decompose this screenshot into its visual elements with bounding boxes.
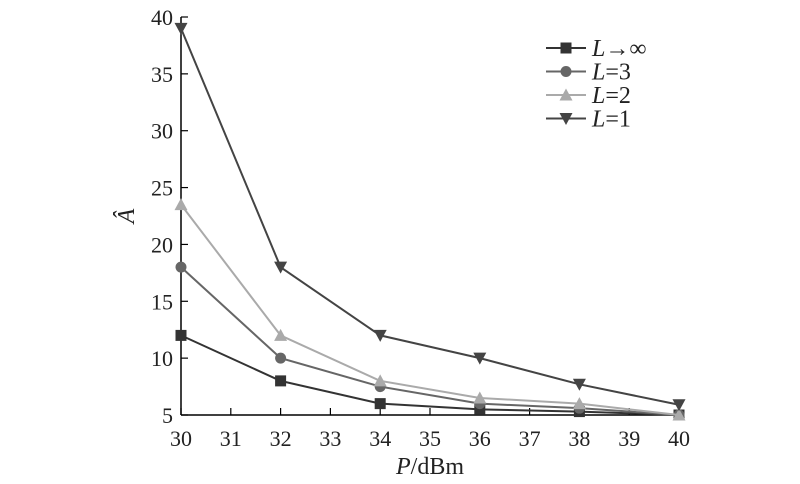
legend-item: L=2 <box>546 83 631 109</box>
x-axis-title: P/dBm <box>395 454 464 480</box>
data-point <box>572 378 586 391</box>
x-tick-label: 39 <box>618 426 640 451</box>
x-tick-label: 35 <box>419 426 441 451</box>
data-point <box>175 261 187 273</box>
legend-item: L=3 <box>546 60 631 86</box>
series-3 <box>174 198 686 421</box>
data-point <box>473 352 487 365</box>
x-tick-label: 30 <box>170 426 192 451</box>
x-tick-label: 31 <box>220 426 242 451</box>
data-point <box>175 329 187 341</box>
y-tick-label: 40 <box>151 5 173 30</box>
data-point <box>274 328 288 341</box>
x-tick-label: 37 <box>519 426 541 451</box>
data-point <box>275 375 287 387</box>
data-point <box>174 198 188 211</box>
data-point <box>374 398 386 410</box>
y-tick-label: 25 <box>151 176 173 201</box>
legend-label: L→∞ <box>591 36 646 62</box>
series-2 <box>175 261 685 421</box>
y-tick-label: 35 <box>151 62 173 87</box>
legend-marker <box>559 88 573 101</box>
y-axis-title: Â <box>114 208 140 225</box>
series-line <box>180 27 680 406</box>
axes: 30 31 32 33 34 35 36 37 38 39 40 5 10 15 20 25 30 35 40 <box>151 5 690 451</box>
data-point <box>174 22 188 35</box>
legend-label: L=1 <box>591 107 631 133</box>
y-tick-label: 30 <box>151 119 173 144</box>
data-point <box>474 403 486 415</box>
data-point <box>274 261 288 274</box>
series-line <box>180 266 680 416</box>
y-tick-label: 5 <box>162 403 173 428</box>
data-point <box>373 329 387 342</box>
data-point <box>672 399 686 412</box>
y-tick-label: 15 <box>151 289 173 314</box>
data-point <box>275 352 287 364</box>
y-tick-label: 20 <box>151 232 173 257</box>
legend-label: L=2 <box>591 83 631 109</box>
legend: L→∞L=3L=2L=1 <box>546 36 646 133</box>
data-point <box>473 391 487 404</box>
legend-item: L=1 <box>546 107 631 133</box>
legend-item: L→∞ <box>546 36 646 62</box>
data-point <box>572 397 586 410</box>
x-tick-label: 34 <box>369 426 391 451</box>
legend-label: L=3 <box>591 60 631 86</box>
legend-marker <box>559 113 573 125</box>
x-tick-label: 36 <box>469 426 491 451</box>
data-point <box>672 408 686 421</box>
legend-marker <box>560 42 572 54</box>
legend-marker <box>560 66 572 77</box>
series-line <box>180 334 680 416</box>
x-tick-label: 38 <box>568 426 590 451</box>
axis-labels: P/dBm Â <box>114 208 464 480</box>
series-layer <box>174 22 686 421</box>
y-tick-label: 10 <box>151 346 173 371</box>
x-tick-label: 40 <box>668 426 690 451</box>
x-tick-label: 33 <box>319 426 341 451</box>
series-line <box>180 204 680 416</box>
x-tick-label: 32 <box>270 426 292 451</box>
data-point <box>373 374 387 387</box>
series-4 <box>174 22 686 412</box>
